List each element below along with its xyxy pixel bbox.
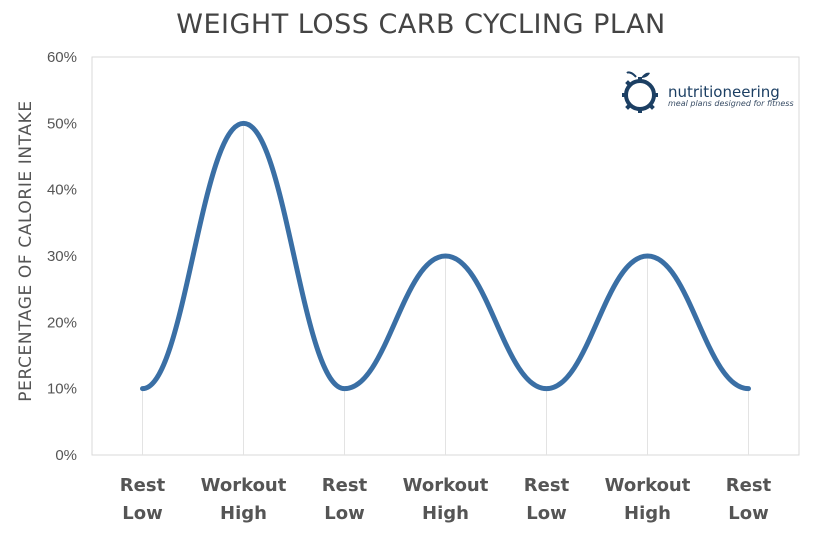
x-tick-label: Workout High (201, 475, 287, 524)
x-tick-label: Rest Low (726, 475, 772, 524)
y-tick-label: 30% (47, 248, 77, 265)
x-tick-label: Rest Low (322, 475, 368, 524)
y-tick-label: 20% (47, 314, 77, 331)
grid-lines (142, 123, 749, 455)
y-tick-label: 60% (47, 49, 77, 66)
x-axis-ticks: Rest Low Workout High Rest Low Workout High Rest… (120, 475, 772, 524)
y-tick-label: 40% (47, 182, 77, 199)
series-layer (140, 120, 751, 392)
chart-title: WEIGHT LOSS CARB CYCLING PLAN (176, 9, 665, 40)
brand-tagline: meal plans designed for fitness (668, 99, 794, 108)
y-tick-label: 10% (47, 381, 77, 398)
apple-gear-logo-icon (622, 71, 658, 113)
x-tick-label: Rest Low (120, 475, 166, 524)
y-axis-ticks: 0% 10% 20% 30% 40% 50% 60% (47, 49, 77, 464)
brand-logo: nutritioneering meal plans designed for … (622, 71, 794, 113)
y-axis-label: PERCENTAGE OF CALORIE INTAKE (16, 100, 36, 401)
x-tick-label: Workout High (403, 475, 489, 524)
brand-name: nutritioneering (668, 83, 780, 101)
x-tick-label: Rest Low (524, 475, 570, 524)
y-tick-label: 0% (55, 447, 77, 464)
y-tick-label: 50% (47, 115, 77, 132)
x-tick-label: Workout High (605, 475, 691, 524)
series-line (140, 120, 751, 392)
